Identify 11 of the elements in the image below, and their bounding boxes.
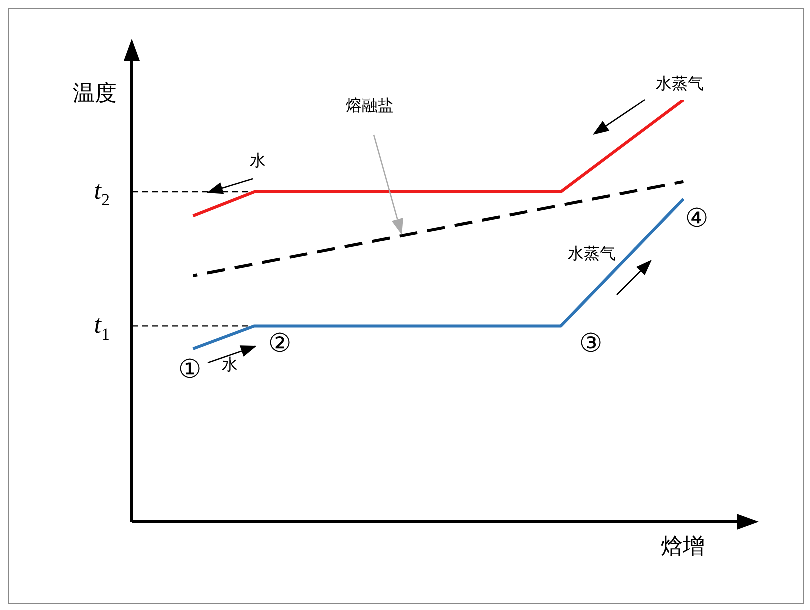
annotation: ① — [178, 354, 202, 385]
annotation: ③ — [579, 328, 603, 359]
annotation: ④ — [685, 204, 709, 234]
annotation: ② — [268, 328, 292, 359]
annotation: 熔融盐 — [346, 96, 394, 116]
x-axis-title: 焓增 — [661, 534, 705, 560]
annotation: 水 — [222, 355, 238, 374]
annotation: 水 — [250, 151, 266, 170]
text: 水蒸气 — [656, 74, 704, 94]
annotation: 水蒸气 — [568, 244, 616, 264]
y-axis-title: 温度 — [73, 82, 117, 107]
